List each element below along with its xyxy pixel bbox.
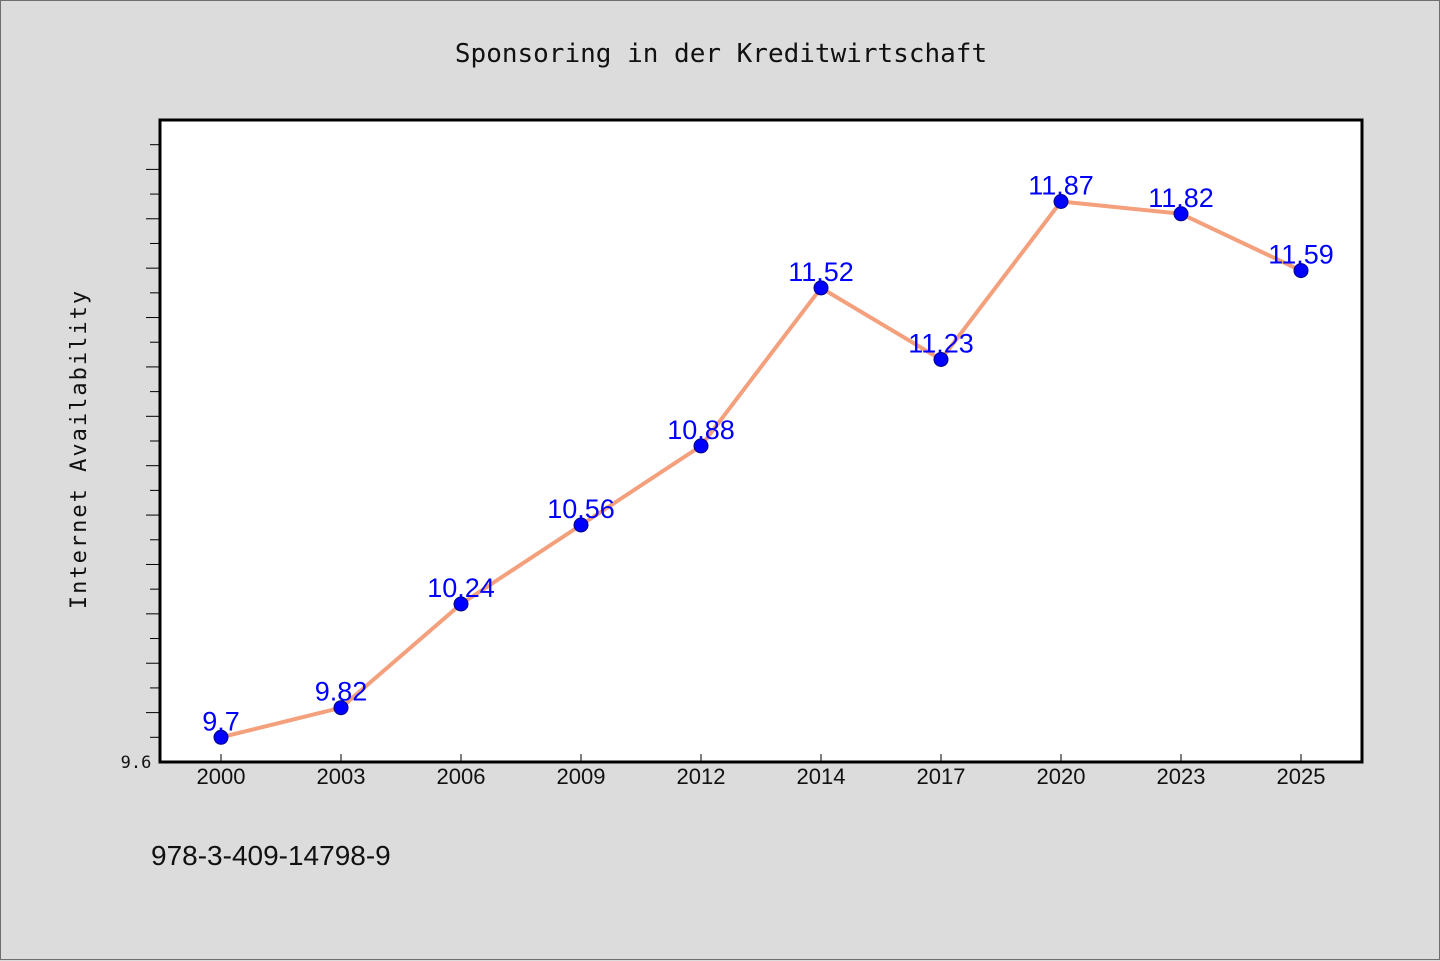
x-tick-label: 2009: [557, 764, 606, 789]
data-label: 10.24: [427, 573, 495, 603]
data-label: 11.82: [1148, 183, 1214, 213]
x-tick-label: 2003: [317, 764, 366, 789]
x-tick-label: 2023: [1157, 764, 1206, 789]
data-point: [453, 596, 469, 612]
data-label: 9.7: [202, 706, 240, 736]
data-point: [1053, 194, 1069, 209]
data-label: 11.23: [908, 329, 974, 359]
x-axis-ticks: 2000 2003 2006 2009 2012 2014 2017 2020 2023 2025: [197, 754, 1326, 789]
x-tick-label: 2020: [1037, 764, 1086, 789]
y-axis-ticks: [146, 144, 160, 738]
x-tick-label: 2006: [437, 764, 486, 789]
data-label: 11.87: [1028, 171, 1094, 201]
data-label: 9.82: [315, 677, 368, 707]
data-label: 11.59: [1268, 240, 1334, 270]
x-tick-label: 2000: [197, 764, 246, 789]
y-tick-label: 9.6: [121, 753, 152, 773]
data-point: [573, 517, 589, 533]
data-point: [213, 729, 229, 745]
data-point: [333, 700, 349, 716]
series-layer: 9.7 9.82 10.24 10.56 10.88 11.52 11.23 11.87 11.…: [202, 171, 1334, 745]
x-tick-label: 2025: [1277, 764, 1326, 789]
data-point: [813, 280, 829, 296]
plot-area: [158, 118, 1364, 764]
data-point: [933, 352, 949, 367]
data-label: 10.88: [667, 415, 735, 445]
isbn-label: 978-3-409-14798-9: [151, 840, 391, 871]
y-axis-label: Internet Availability: [67, 289, 92, 609]
data-point: [693, 438, 709, 454]
data-point: [1173, 206, 1189, 222]
series-line: [219, 199, 1303, 740]
x-tick-label: 2012: [677, 764, 726, 789]
data-label: 11.52: [788, 257, 854, 287]
chart-title: Sponsoring in der Kreditwirtschaft: [455, 39, 987, 69]
x-tick-label: 2017: [917, 764, 966, 789]
data-label: 10.56: [547, 494, 615, 524]
x-tick-label: 2014: [797, 764, 846, 789]
data-point: [1293, 263, 1309, 279]
